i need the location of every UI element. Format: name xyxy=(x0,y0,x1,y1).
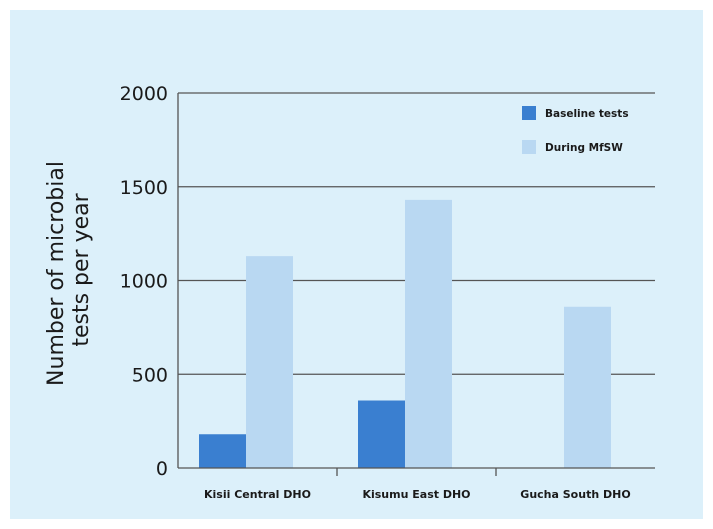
bar-baseline-0 xyxy=(199,434,246,468)
x-category-label: Kisumu East DHO xyxy=(362,488,470,501)
y-tick-label: 1500 xyxy=(120,177,168,199)
legend-swatch-during xyxy=(522,140,536,154)
x-category-label: Kisii Central DHO xyxy=(204,488,311,501)
y-axis-label: Number of microbial tests per year xyxy=(44,154,94,386)
legend-swatch-baseline xyxy=(522,106,536,120)
axes xyxy=(177,93,655,476)
chart-panel: 0 500 1000 1500 2000 Kisii Central DHO Kisumu… xyxy=(10,10,703,519)
legend-box xyxy=(517,99,650,179)
y-axis-label-line-2: tests per year xyxy=(69,192,94,346)
bar-chart: 0 500 1000 1500 2000 Kisii Central DHO Kisumu… xyxy=(44,83,655,501)
legend-label-baseline: Baseline tests xyxy=(545,108,629,120)
y-tick-labels: 0 500 1000 1500 2000 xyxy=(120,83,168,480)
y-tick-label: 1000 xyxy=(120,271,168,293)
bars xyxy=(199,199,611,468)
x-category-labels: Kisii Central DHO Kisumu East DHO Gucha So… xyxy=(204,488,631,501)
bar-baseline-1 xyxy=(358,400,405,468)
bar-during-2 xyxy=(564,306,611,468)
x-category-label: Gucha South DHO xyxy=(520,488,630,501)
bar-during-0 xyxy=(246,256,293,468)
y-tick-label: 2000 xyxy=(120,83,168,105)
y-tick-label: 500 xyxy=(132,364,168,386)
legend: Baseline tests During MfSW xyxy=(517,99,650,179)
bar-during-1 xyxy=(405,199,452,468)
y-axis-label-line-1: Number of microbial xyxy=(44,161,69,386)
legend-label-during: During MfSW xyxy=(545,142,623,154)
y-tick-label: 0 xyxy=(156,458,168,480)
